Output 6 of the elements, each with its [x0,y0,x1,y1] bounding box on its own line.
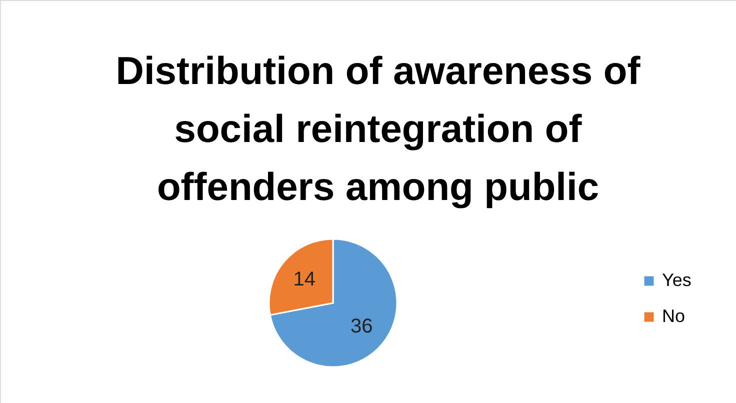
data-label: 14 [293,268,316,290]
chart-title: Distribution of awareness of social reintegration of offenders among public [116,50,642,209]
legend-label: No [662,306,686,326]
pie-slice [269,238,398,368]
legend-label: Yes [662,270,692,290]
data-label: 36 [350,316,373,338]
